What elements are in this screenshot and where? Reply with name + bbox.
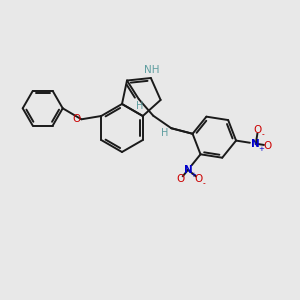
Text: H: H (160, 128, 168, 138)
Text: N: N (251, 139, 260, 149)
Text: NH: NH (144, 65, 160, 75)
Text: O: O (176, 174, 184, 184)
Text: O: O (195, 174, 203, 184)
Text: +: + (190, 172, 196, 178)
Text: O: O (254, 125, 262, 135)
Text: H: H (136, 101, 143, 111)
Text: +: + (258, 146, 264, 152)
Text: -: - (262, 130, 264, 139)
Text: O: O (263, 140, 272, 151)
Text: N: N (184, 165, 192, 175)
Text: -: - (202, 179, 205, 188)
Text: O: O (72, 114, 80, 124)
